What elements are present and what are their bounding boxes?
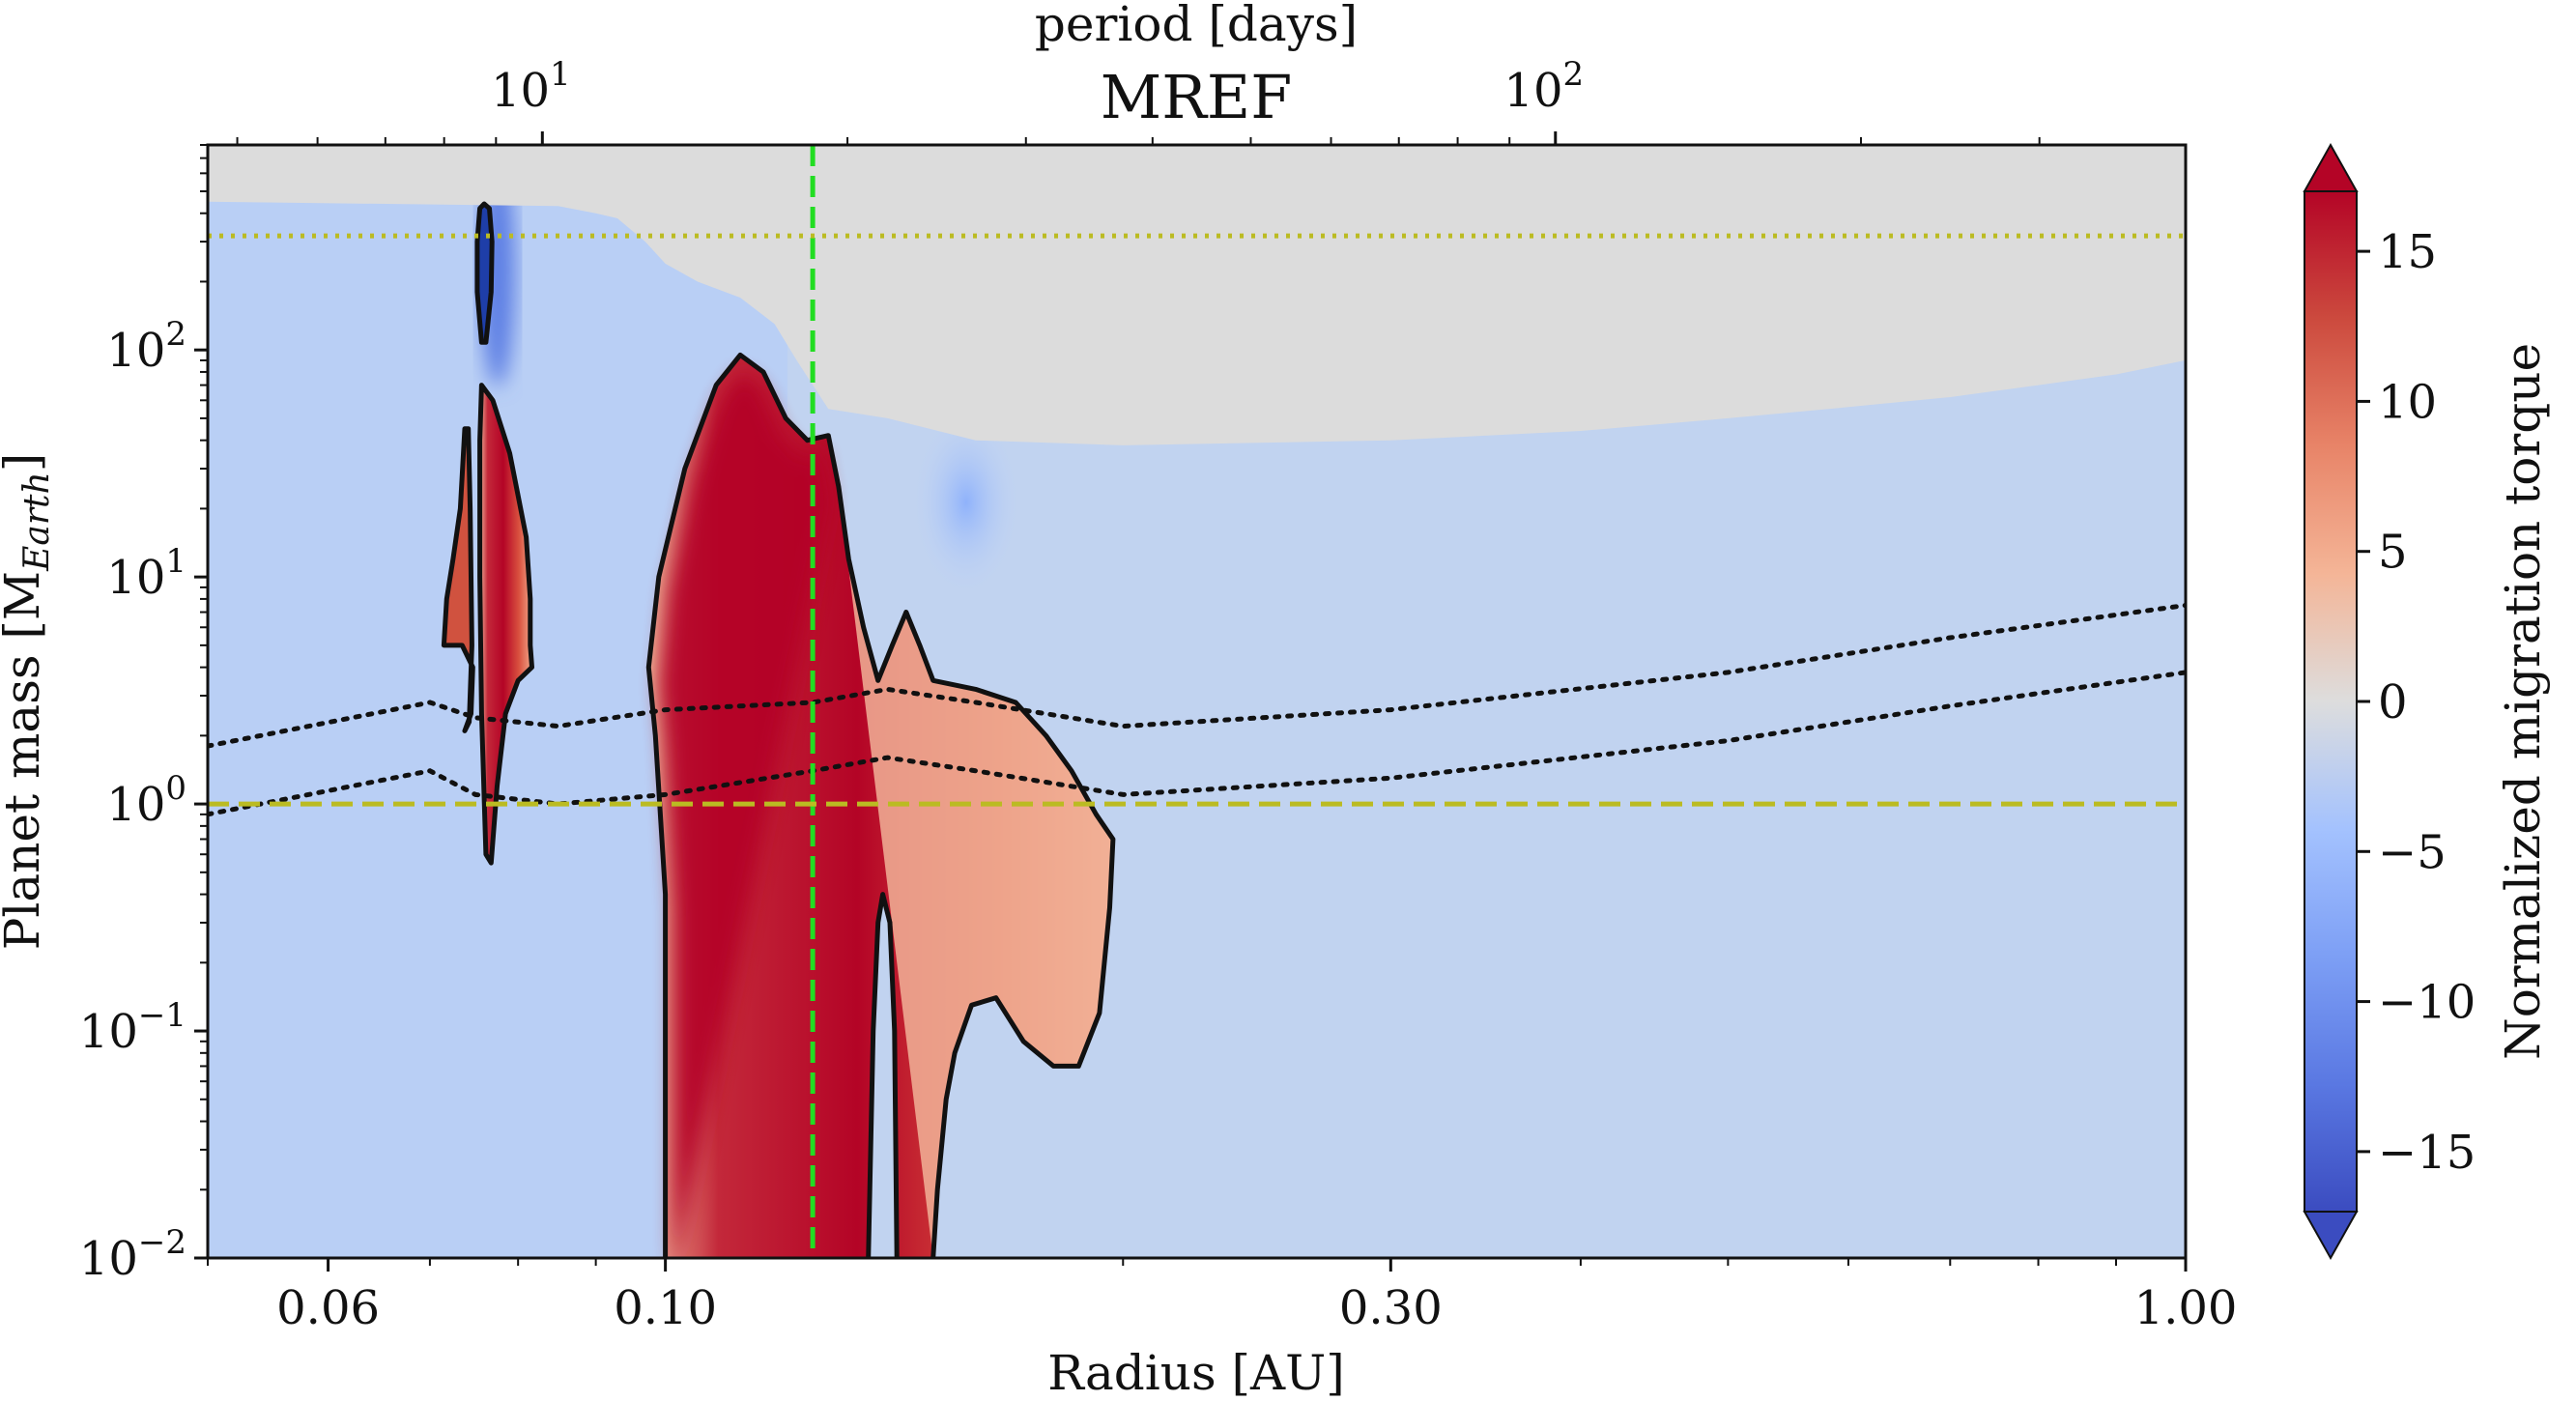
colorbar-tick-label: −5 [2378,825,2447,879]
x-tick-label: 0.10 [614,1281,717,1335]
colorbar-extend-bottom [2303,1211,2359,1261]
y-tick-label: 10−1 [79,996,186,1059]
y-axis-title-end: ] [0,453,50,472]
heatmap-blue-blob [913,411,1019,594]
top-tick-label: 102 [1503,55,1584,118]
y-axis-title-main: Planet mass [M [0,571,50,950]
plot-frame [206,143,2188,1260]
heat-tail-main [838,486,1113,1258]
zero-torque-contour-inner-lobe-right [477,383,534,866]
heat-core-main [659,371,830,1258]
y-tick-label: 101 [106,542,186,605]
y-tick-label: 100 [106,769,186,832]
y-tick-label: 102 [106,315,186,378]
zero-torque-contour-inner-lobe-left [441,426,475,733]
x-axis-title: Radius [AU] [1047,1345,1345,1401]
isomass-line-upper [208,603,2186,749]
colorbar-tick-label: 0 [2378,675,2408,729]
colorbar-extend-top [2303,142,2359,192]
isomass-line-lower [208,670,2186,817]
colorbar-gradient [2304,191,2357,1212]
y-axis-title-sub: Earth [17,472,57,572]
colorbar-title: Normalized migration torque [2495,343,2551,1060]
colorbar-tick-label: 10 [2378,375,2437,429]
colorbar-tick-label: −10 [2378,976,2476,1030]
zero-torque-contour-narrow-gap-tongue [866,892,900,1258]
zero-torque-contour-main-positive-region [645,352,1116,1258]
zero-torque-contour-thin-spike [474,201,495,345]
colorbar-tick-label: −15 [2378,1126,2476,1180]
y-axis-title: Planet mass [MEarth] [0,453,57,950]
top-tick-label: 101 [491,55,571,118]
colorbar-tick-label: 15 [2378,225,2437,279]
x-tick-label: 0.06 [276,1281,380,1335]
heat-region-inner-lobe-left [444,428,473,731]
y-tick-label: 10−2 [79,1223,186,1286]
colorbar: 15 10 5 0 −5 −10 −15 Normalized migration torq… [2303,142,2551,1261]
top-axis-title: period [days] [1035,0,1358,52]
x-tick-label: 1.00 [2134,1281,2238,1335]
x-tick-label: 0.30 [1339,1281,1443,1335]
plot-title: MREF [1101,62,1292,132]
gap-opening-region [208,145,2186,445]
colorbar-tick-label: 5 [2378,526,2408,580]
